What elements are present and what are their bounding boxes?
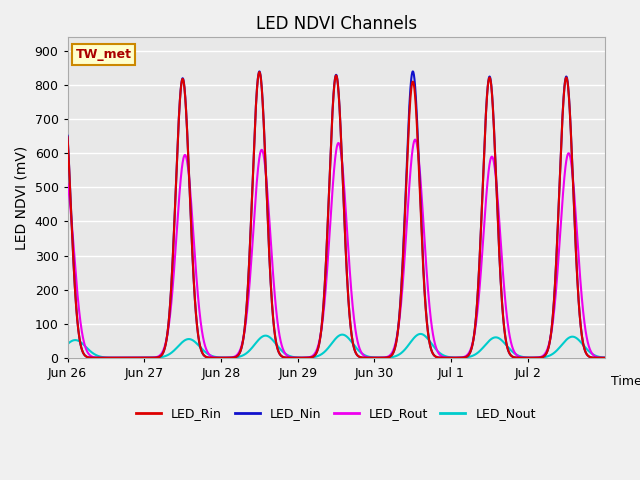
X-axis label: Time: Time — [611, 375, 640, 388]
Y-axis label: LED NDVI (mV): LED NDVI (mV) — [15, 145, 29, 250]
Text: TW_met: TW_met — [76, 48, 132, 61]
Legend: LED_Rin, LED_Nin, LED_Rout, LED_Nout: LED_Rin, LED_Nin, LED_Rout, LED_Nout — [131, 403, 541, 425]
Title: LED NDVI Channels: LED NDVI Channels — [255, 15, 417, 33]
